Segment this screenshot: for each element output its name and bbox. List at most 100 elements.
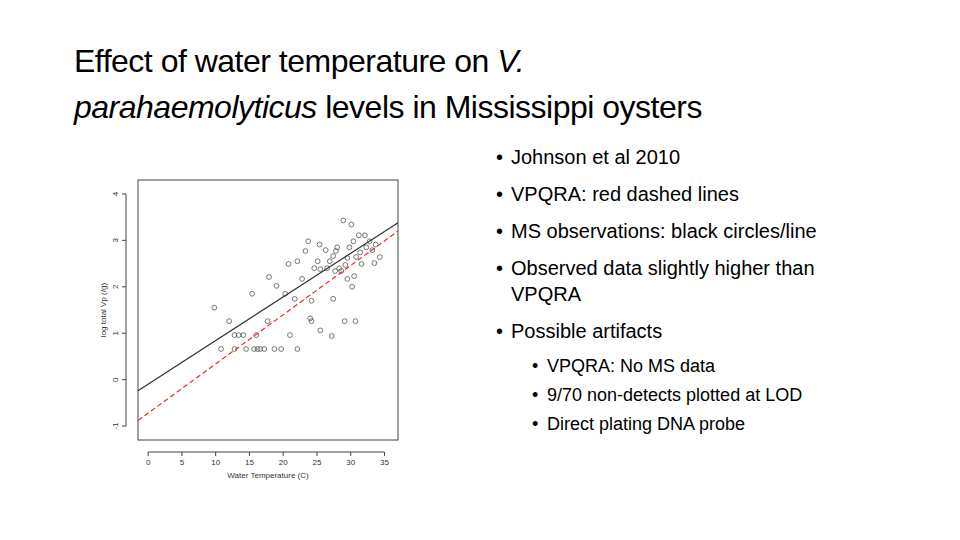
- sub-bullet-text: 9/70 non-detects plotted at LOD: [547, 385, 802, 405]
- x-tick: [316, 452, 317, 456]
- x-tick: [215, 452, 216, 456]
- data-point: [345, 276, 350, 281]
- data-point: [288, 333, 293, 338]
- x-tick-label: 25: [313, 458, 322, 467]
- sub-bullet-text: VPQRA: No MS data: [547, 356, 715, 376]
- data-point: [331, 254, 336, 259]
- data-point: [351, 239, 356, 244]
- bullet: Johnson et al 2010: [496, 144, 826, 170]
- y-axis-label: log total Vp (/g): [99, 283, 108, 338]
- data-point: [309, 298, 314, 303]
- data-point: [331, 296, 336, 301]
- data-point: [363, 233, 368, 238]
- data-point: [227, 319, 232, 324]
- bullet: VPQRA: red dashed lines: [496, 181, 826, 207]
- data-point: [349, 222, 354, 227]
- y-tick: [122, 240, 126, 241]
- data-point: [352, 274, 357, 279]
- data-point: [333, 269, 338, 274]
- slide-title: Effect of water temperature on V. parahae…: [74, 38, 702, 130]
- y-tick: [122, 286, 126, 287]
- data-point: [341, 218, 346, 223]
- title-text: V.: [497, 43, 524, 79]
- x-tick: [350, 452, 351, 456]
- y-tick-label: 2: [111, 284, 120, 289]
- data-point: [279, 347, 284, 352]
- x-tick-label: 15: [245, 458, 254, 467]
- data-point: [318, 328, 323, 333]
- data-point: [364, 245, 369, 250]
- data-point: [295, 347, 300, 352]
- data-point: [295, 259, 300, 264]
- x-tick: [249, 452, 250, 456]
- x-tick-label: 5: [180, 458, 185, 467]
- data-point: [350, 284, 355, 289]
- data-point: [377, 255, 382, 260]
- x-tick-label: 0: [146, 458, 151, 467]
- data-point: [317, 242, 322, 247]
- bullet-text: Johnson et al 2010: [511, 146, 680, 168]
- sub-bullet: Direct plating DNA probe: [532, 413, 877, 436]
- title-text: levels in Mississippi oysters: [317, 89, 702, 125]
- sub-bullet: VPQRA: No MS data: [532, 355, 877, 378]
- data-point: [272, 347, 277, 352]
- x-tick-label: 30: [346, 458, 355, 467]
- data-point: [241, 333, 246, 338]
- data-point: [212, 305, 217, 310]
- title-text: Effect of water temperature on: [74, 43, 497, 79]
- x-tick-label: 20: [279, 458, 288, 467]
- sub-bullet: 9/70 non-detects plotted at LOD: [532, 384, 877, 407]
- slide: Effect of water temperature on V. parahae…: [0, 0, 960, 540]
- data-point: [303, 249, 308, 254]
- data-point: [315, 259, 320, 264]
- data-point: [262, 347, 267, 352]
- data-point: [342, 319, 347, 324]
- data-point: [219, 347, 224, 352]
- data-point: [353, 319, 358, 324]
- sub-bullets: VPQRA: No MS data 9/70 non-detects plotte…: [496, 355, 856, 436]
- bullet-text: Observed data slightly higher than VPQRA: [511, 257, 815, 305]
- data-point: [267, 275, 272, 280]
- y-tick: [122, 379, 126, 380]
- data-point: [286, 262, 291, 267]
- x-tick: [181, 452, 182, 456]
- y-tick: [122, 333, 126, 334]
- plot-frame: [138, 180, 398, 440]
- data-point: [308, 316, 313, 321]
- data-point: [329, 334, 334, 339]
- data-point: [318, 267, 323, 272]
- bullet-list: Johnson et al 2010 VPQRA: red dashed line…: [496, 144, 856, 442]
- data-point: [347, 245, 352, 250]
- x-tick-label: 35: [380, 458, 389, 467]
- y-tick-label: 1: [111, 330, 120, 335]
- data-point: [250, 291, 255, 296]
- bullet: Possible artifacts: [496, 318, 826, 344]
- data-point: [236, 333, 241, 338]
- data-point: [358, 250, 363, 255]
- data-point: [312, 266, 317, 271]
- data-point: [335, 245, 340, 250]
- y-tick-label: 0: [111, 377, 120, 382]
- data-point: [300, 276, 305, 281]
- y-tick-label: -1: [111, 422, 120, 430]
- x-tick-label: 10: [211, 458, 220, 467]
- bullet-text: VPQRA: red dashed lines: [511, 183, 739, 205]
- data-point: [244, 347, 249, 352]
- title-text: parahaemolyticus: [74, 89, 317, 125]
- data-point: [343, 263, 348, 268]
- y-tick: [122, 426, 126, 427]
- data-point: [372, 261, 377, 266]
- title-line: Effect of water temperature on V.: [74, 38, 702, 84]
- data-point: [327, 259, 332, 264]
- bullet-text: Possible artifacts: [511, 320, 662, 342]
- data-point: [265, 319, 270, 324]
- bullet-text: MS observations: black circles/line: [511, 220, 817, 242]
- data-point: [354, 255, 359, 260]
- data-point: [359, 262, 364, 267]
- fit-line: [138, 231, 398, 420]
- x-axis-line: [148, 452, 384, 453]
- data-point: [309, 319, 314, 324]
- y-tick-label: 3: [111, 238, 120, 243]
- chart: 05101520253035Water Temperature (C)-1012…: [0, 0, 960, 540]
- data-point: [323, 248, 328, 253]
